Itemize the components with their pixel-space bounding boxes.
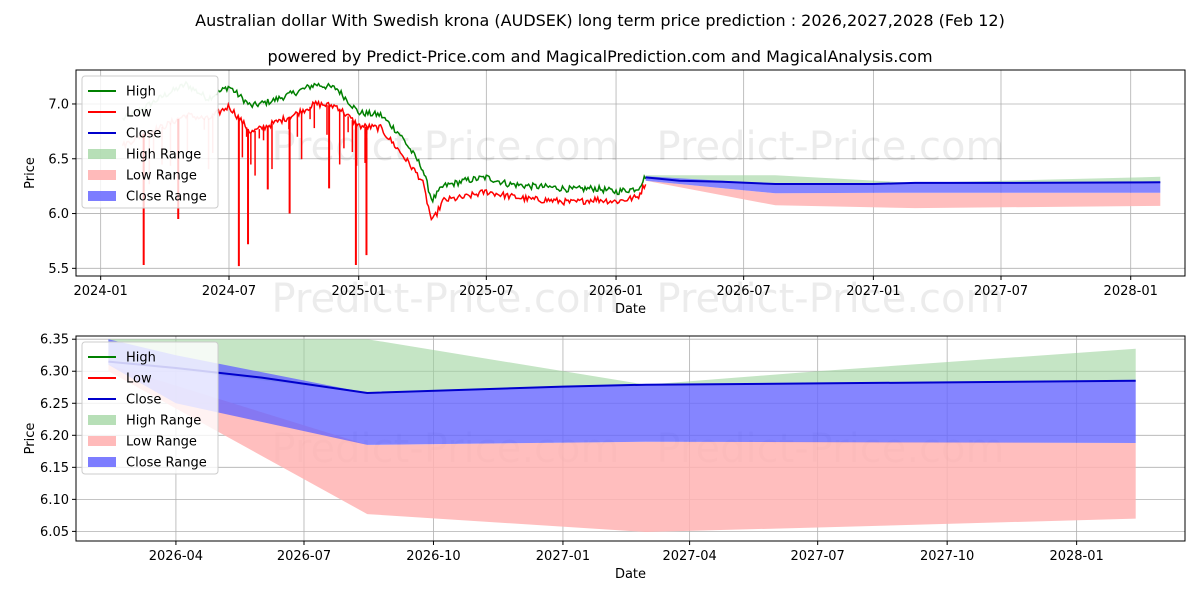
- bottom-low-range-band: [108, 364, 1136, 532]
- bottom-legend-low-range-swatch: [88, 436, 116, 446]
- top-watermark: Predict-Price.com: [272, 276, 620, 322]
- top-panel: 2024-01 2024-07 2025-01 2025-07 2026-01 2026-…: [23, 69, 1186, 322]
- bottom-y-tick-label: 6.05: [40, 525, 69, 540]
- top-x-tick-label: 2025-01: [332, 284, 386, 299]
- bottom-y-tick-label: 6.30: [40, 365, 69, 380]
- chart-subtitle: powered by Predict-Price.com and Magical…: [267, 47, 932, 66]
- top-watermark: Predict-Price.com: [657, 276, 1005, 322]
- bottom-x-tick-label: 2026-07: [277, 549, 331, 564]
- bottom-legend-close-range-label: Close Range: [126, 456, 207, 471]
- top-legend-high-label: High: [126, 85, 156, 100]
- bottom-legend-close-range-swatch: [88, 457, 116, 467]
- bottom-legend-high-range-swatch: [88, 415, 116, 425]
- top-x-tick-label: 2025-07: [459, 284, 513, 299]
- bottom-y-tick-label: 6.35: [40, 333, 69, 348]
- top-y-tick-label: 6.5: [48, 152, 69, 167]
- top-y-tick-label: 5.5: [48, 262, 69, 277]
- top-x-tick-label: 2026-07: [716, 284, 770, 299]
- bottom-legend-high-label: High: [126, 351, 156, 366]
- bottom-x-tick-label: 2027-10: [920, 549, 974, 564]
- bottom-plot-area: [108, 339, 1136, 532]
- bottom-x-tick-label: 2027-04: [662, 549, 716, 564]
- bottom-legend-low-label: Low: [126, 372, 152, 387]
- top-x-tick-label: 2024-01: [74, 284, 128, 299]
- top-low-range-band: [645, 180, 1161, 209]
- top-legend: High Low Close High Range Low Range Close Ran…: [81, 75, 219, 209]
- bottom-x-tick-label: 2028-01: [1049, 549, 1103, 564]
- top-x-tick-label: 2027-01: [846, 284, 900, 299]
- top-legend-low-range-label: Low Range: [126, 169, 197, 184]
- top-watermark: Predict-Price.com: [657, 124, 1005, 170]
- top-watermark: Predict-Price.com: [272, 124, 620, 170]
- top-y-tick-label: 7.0: [48, 97, 69, 112]
- top-legend-high-range-swatch: [88, 149, 116, 159]
- top-x-tick-label: 2024-07: [202, 284, 256, 299]
- bottom-y-axis-label: Price: [23, 423, 38, 455]
- top-legend-low-range-swatch: [88, 170, 116, 180]
- bottom-axes-frame: [75, 335, 1186, 542]
- bottom-x-tick-label: 2026-10: [406, 549, 460, 564]
- bottom-y-tick-label: 6.10: [40, 493, 69, 508]
- chart-title: Australian dollar With Swedish krona (AU…: [195, 11, 1005, 30]
- top-close-range-band: [645, 176, 1161, 194]
- bottom-x-tick-label: 2027-07: [791, 549, 845, 564]
- top-x-tick-label: 2026-01: [589, 284, 643, 299]
- bottom-legend-high-range-label: High Range: [126, 414, 201, 429]
- top-legend-close-range-label: Close Range: [126, 190, 207, 205]
- bottom-high-range-band: [108, 339, 1136, 393]
- top-x-axis-label: Date: [615, 302, 646, 317]
- bottom-panel: 2026-04 2026-07 2026-10 2027-01 2027-04 2027-…: [23, 333, 1186, 582]
- top-legend-high-range-label: High Range: [126, 148, 201, 163]
- bottom-close-range-band: [108, 339, 1136, 445]
- bottom-legend-low-range-label: Low Range: [126, 435, 197, 450]
- top-x-tick-label: 2027-07: [974, 284, 1028, 299]
- bottom-y-tick-label: 6.20: [40, 429, 69, 444]
- top-y-axis-label: Price: [23, 157, 38, 189]
- top-plot-area: [121, 80, 1161, 267]
- bottom-y-tick-label: 6.15: [40, 461, 69, 476]
- top-legend-low-label: Low: [126, 106, 152, 121]
- top-legend-close-range-swatch: [88, 191, 116, 201]
- top-x-tick-label: 2028-01: [1104, 284, 1158, 299]
- bottom-x-tick-label: 2027-01: [536, 549, 590, 564]
- bottom-x-tick-label: 2026-04: [149, 549, 203, 564]
- top-axes-frame: [75, 69, 1186, 277]
- bottom-x-axis-label: Date: [615, 567, 646, 582]
- top-legend-close-label: Close: [126, 127, 161, 142]
- bottom-legend: High Low Close High Range Low Range Close Ran…: [81, 341, 219, 475]
- bottom-y-tick-label: 6.25: [40, 397, 69, 412]
- top-high-line: [216, 82, 647, 204]
- top-close-line: [645, 176, 1161, 185]
- top-y-tick-label: 6.0: [48, 207, 69, 222]
- bottom-legend-close-label: Close: [126, 393, 161, 408]
